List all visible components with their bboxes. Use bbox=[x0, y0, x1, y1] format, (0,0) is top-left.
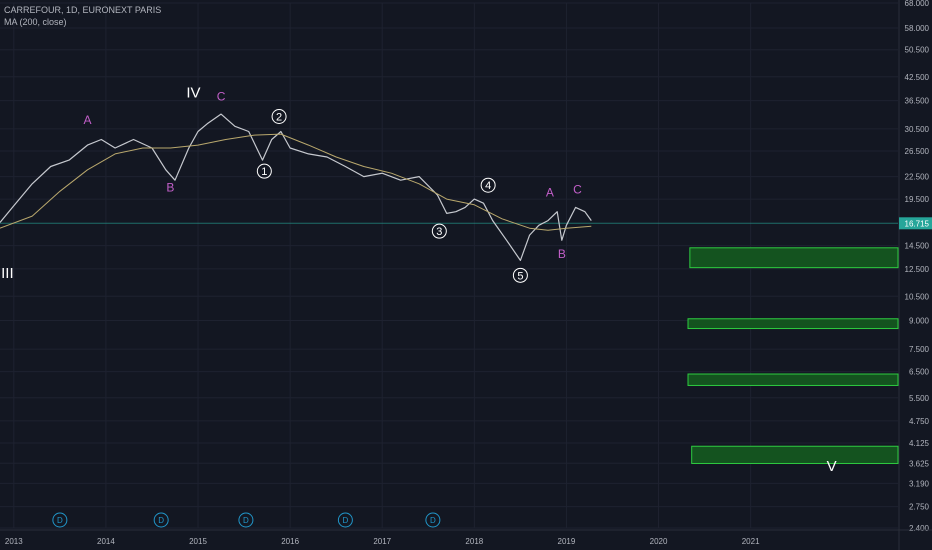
x-tick-label: 2013 bbox=[5, 537, 23, 546]
y-tick-label: 4.750 bbox=[909, 417, 930, 426]
dividend-marker-label: D bbox=[158, 516, 164, 525]
y-tick-label: 30.500 bbox=[905, 125, 930, 134]
x-tick-label: 2015 bbox=[189, 537, 207, 546]
dividend-marker-label: D bbox=[243, 516, 249, 525]
y-tick-label: 19.500 bbox=[905, 195, 930, 204]
dividend-marker[interactable] bbox=[425, 512, 441, 528]
wave-label-c: C bbox=[217, 90, 226, 104]
chart-grid bbox=[0, 2, 898, 529]
x-tick-label: 2020 bbox=[650, 537, 668, 546]
wave-label-number: 1 bbox=[261, 166, 267, 178]
wave-label-a: A bbox=[83, 113, 91, 127]
y-tick-label: 58.000 bbox=[905, 24, 930, 33]
dividend-marker[interactable] bbox=[238, 512, 254, 528]
wave-circle bbox=[256, 163, 272, 179]
wave-label-roman: IV bbox=[186, 84, 200, 101]
last-price-label: 16.715 bbox=[905, 219, 930, 228]
wave-label-number: 3 bbox=[436, 226, 442, 238]
x-tick-label: 2016 bbox=[281, 537, 299, 546]
wave-circle bbox=[271, 109, 287, 125]
dividend-marker-label: D bbox=[342, 516, 348, 525]
x-tick-label: 2019 bbox=[558, 537, 576, 546]
dividend-marker[interactable] bbox=[153, 512, 169, 528]
y-tick-label: 6.500 bbox=[909, 368, 930, 377]
x-tick-label: 2021 bbox=[742, 537, 760, 546]
dividend-marker-label: D bbox=[57, 516, 63, 525]
dividend-marker[interactable] bbox=[337, 512, 353, 528]
y-tick-label: 2.400 bbox=[909, 524, 930, 533]
y-tick-label: 5.500 bbox=[909, 394, 930, 403]
dividend-marker[interactable] bbox=[52, 512, 68, 528]
wave-label-number: 5 bbox=[517, 270, 523, 282]
dividend-marker-label: D bbox=[430, 516, 436, 525]
target-zones bbox=[687, 247, 899, 464]
y-tick-label: 9.000 bbox=[909, 316, 930, 325]
y-tick-label: 42.500 bbox=[905, 73, 930, 82]
y-tick-label: 7.500 bbox=[909, 345, 930, 354]
wave-label-number: 2 bbox=[276, 112, 282, 124]
y-tick-label: 50.500 bbox=[905, 46, 930, 55]
wave-circle bbox=[512, 267, 528, 283]
wave-label-roman: III bbox=[1, 265, 14, 282]
wave-circle bbox=[431, 223, 447, 239]
y-tick-label: 4.125 bbox=[909, 439, 930, 448]
x-tick-label: 2017 bbox=[373, 537, 391, 546]
x-tick-label: 2014 bbox=[97, 537, 115, 546]
y-tick-label: 68.000 bbox=[905, 0, 930, 8]
y-tick-label: 26.500 bbox=[905, 147, 930, 156]
wave-label-number: 4 bbox=[485, 180, 491, 192]
y-tick-label: 14.500 bbox=[905, 242, 930, 251]
target-zone bbox=[687, 373, 899, 386]
price-axis[interactable]: 68.000 58.000 50.500 42.500 36.500 30.500 26.5… bbox=[898, 0, 932, 550]
last-price-badge bbox=[899, 217, 932, 230]
wave-label-b: B bbox=[558, 247, 566, 261]
wave-label-c: C bbox=[573, 183, 582, 197]
y-tick-label: 2.750 bbox=[909, 503, 930, 512]
time-axis[interactable]: 2013 2014 2015 2016 2017 2018 2019 2020 2021 bbox=[0, 529, 932, 546]
symbol-title[interactable]: CARREFOUR, 1D, EURONEXT PARIS bbox=[4, 5, 162, 15]
y-tick-label: 3.190 bbox=[909, 479, 930, 488]
target-zone bbox=[691, 445, 899, 464]
y-tick-label: 36.500 bbox=[905, 97, 930, 106]
wave-labels: A B C A B C III IV V 1 2 3 4 5 bbox=[1, 84, 837, 475]
indicator-title[interactable]: MA (200, close) bbox=[4, 17, 67, 27]
y-tick-label: 22.500 bbox=[905, 173, 930, 182]
wave-label-roman: V bbox=[827, 458, 837, 475]
wave-circle bbox=[480, 177, 496, 193]
wave-label-b: B bbox=[166, 180, 174, 194]
y-tick-label: 12.500 bbox=[905, 265, 930, 274]
target-zone bbox=[687, 318, 899, 330]
x-tick-label: 2018 bbox=[465, 537, 483, 546]
moving-average-line bbox=[0, 133, 592, 231]
chart-legend: CARREFOUR, 1D, EURONEXT PARIS MA (200, c… bbox=[4, 4, 161, 28]
price-series bbox=[0, 113, 592, 261]
wave-label-a: A bbox=[546, 186, 554, 200]
y-tick-label: 10.500 bbox=[905, 292, 930, 301]
y-tick-label: 3.625 bbox=[909, 459, 930, 468]
price-line bbox=[0, 113, 592, 261]
target-zone bbox=[689, 247, 899, 269]
